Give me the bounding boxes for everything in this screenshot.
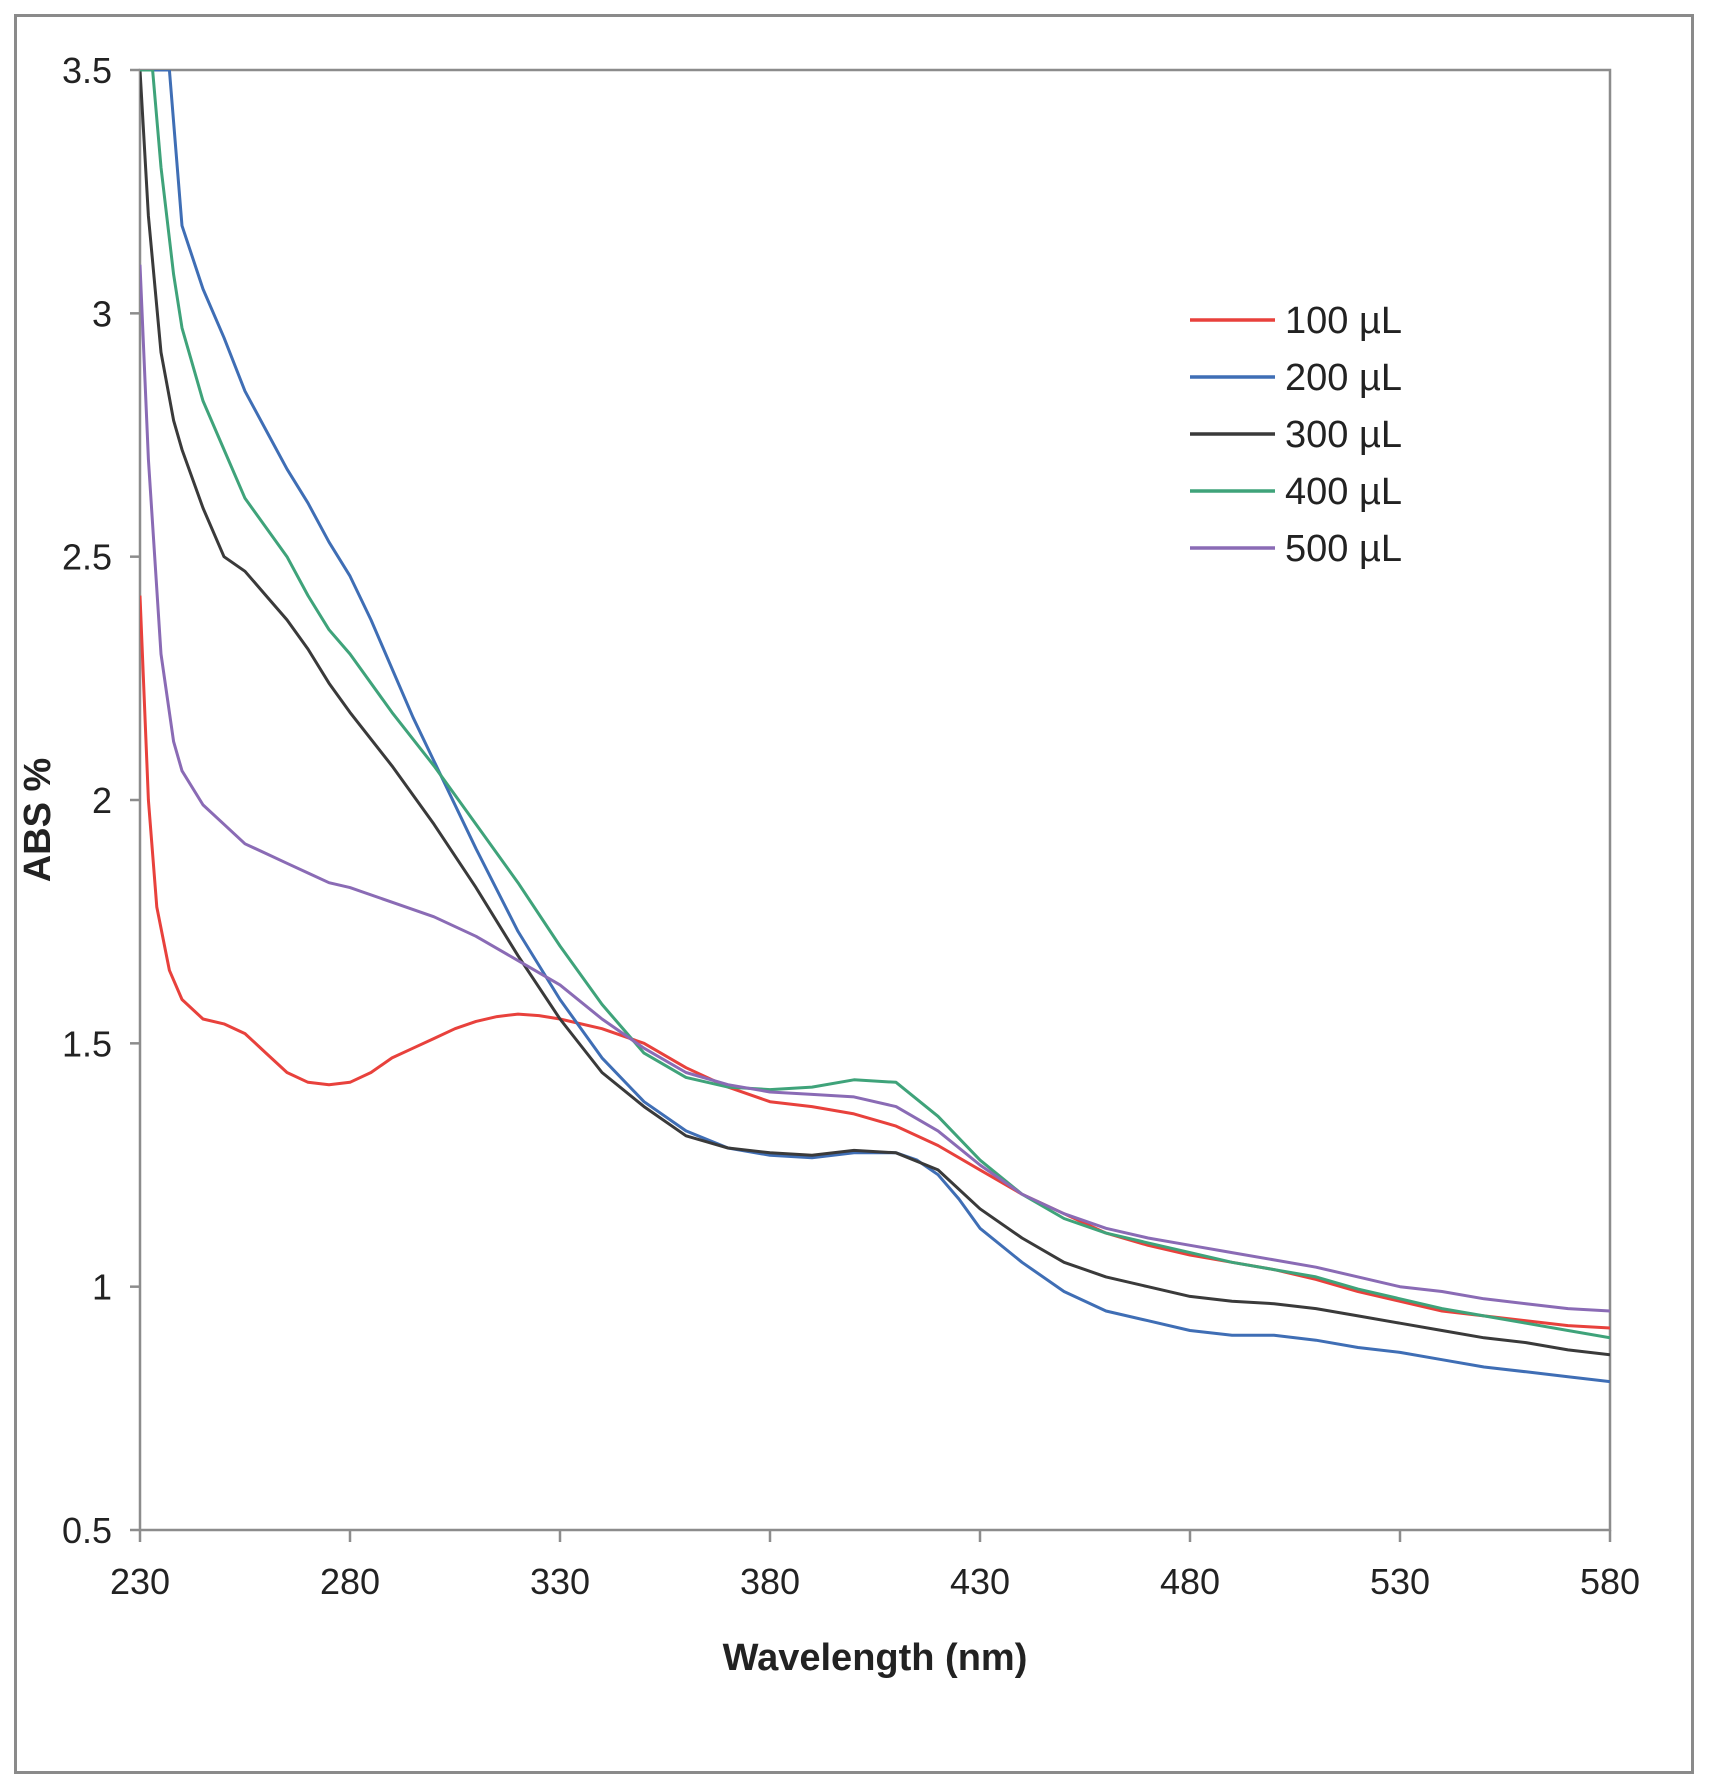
x-axis: 230 280 330 380 430 480 530 580: [110, 1530, 1640, 1602]
series-line-2: [140, 70, 1610, 1384]
series-layer: [140, 70, 1610, 1384]
x-tick-label: 430: [950, 1561, 1010, 1602]
legend-label: 300 µL: [1285, 414, 1402, 456]
y-tick-label: 0.5: [62, 1510, 112, 1551]
x-tick-label: 230: [110, 1561, 170, 1602]
series-line-4: [140, 70, 1610, 1340]
y-tick-label: 3.5: [62, 50, 112, 91]
legend-label: 200 µL: [1285, 357, 1402, 399]
x-tick-label: 330: [530, 1561, 590, 1602]
legend: 100 µL 200 µL 300 µL 400 µL 500 µL: [1190, 300, 1402, 570]
series-line-1: [140, 595, 1610, 1330]
x-tick-label: 380: [740, 1561, 800, 1602]
y-tick-label: 2: [92, 780, 112, 821]
y-axis-title: ABS %: [17, 758, 59, 883]
series-line-5: [140, 264, 1610, 1313]
y-tick-label: 1.5: [62, 1023, 112, 1064]
legend-label: 400 µL: [1285, 471, 1402, 513]
x-tick-label: 280: [320, 1561, 380, 1602]
plot-area: [138, 68, 1612, 1532]
plot-border: [138, 68, 1612, 1532]
figure-frame: [14, 14, 1694, 1774]
x-tick-label: 480: [1160, 1561, 1220, 1602]
x-axis-title: Wavelength (nm): [723, 1637, 1028, 1679]
x-tick-label: 530: [1370, 1561, 1430, 1602]
series-line-3: [140, 70, 1610, 1357]
y-tick-label: 1: [92, 1267, 112, 1308]
legend-label: 100 µL: [1285, 300, 1402, 342]
x-tick-label: 580: [1580, 1561, 1640, 1602]
y-axis: 0.5 1 1.5 2 2.5 3 3.5: [62, 50, 140, 1551]
y-tick-label: 2.5: [62, 537, 112, 578]
y-tick-label: 3: [92, 293, 112, 334]
legend-label: 500 µL: [1285, 528, 1402, 570]
